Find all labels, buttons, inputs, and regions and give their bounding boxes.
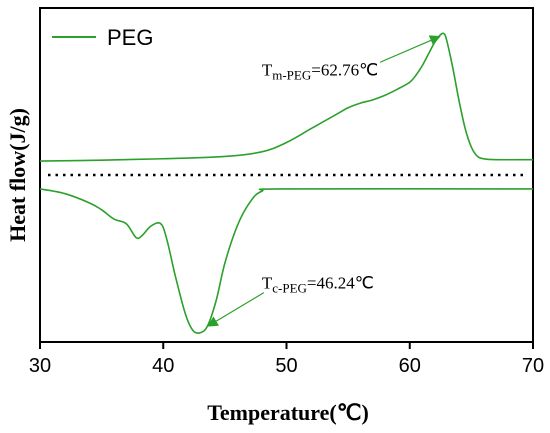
annotations: Tm-PEG=62.76℃ Tc-PEG=46.24℃ [206,35,441,327]
annotation-label-c-PEG: Tc-PEG=46.24℃ [262,274,374,296]
x-axis-tick-labels: 30 40 50 60 70 [29,355,544,377]
x-tick-label-60: 60 [399,355,421,377]
x-tick-label-70: 70 [522,355,544,377]
series-lines [39,32,534,334]
x-tick-label-50: 50 [275,355,297,377]
x-axis-ticks [39,342,534,349]
annotation-arrow-c-PEG [206,292,265,327]
series-line-peg-cooling [39,187,534,334]
legend: PEG [52,25,153,50]
annotation-label-m-PEG: Tm-PEG=62.76℃ [262,60,378,82]
x-tick-label-40: 40 [152,355,174,377]
x-axis-title: Temperature(℃) [207,400,369,425]
x-tick-label-30: 30 [29,355,51,377]
y-axis-title: Heat flow(J/g) [5,108,30,242]
series-line-peg-heating [39,32,534,162]
annotation-arrow-m-PEG [379,35,441,63]
legend-label-peg: PEG [107,25,153,50]
